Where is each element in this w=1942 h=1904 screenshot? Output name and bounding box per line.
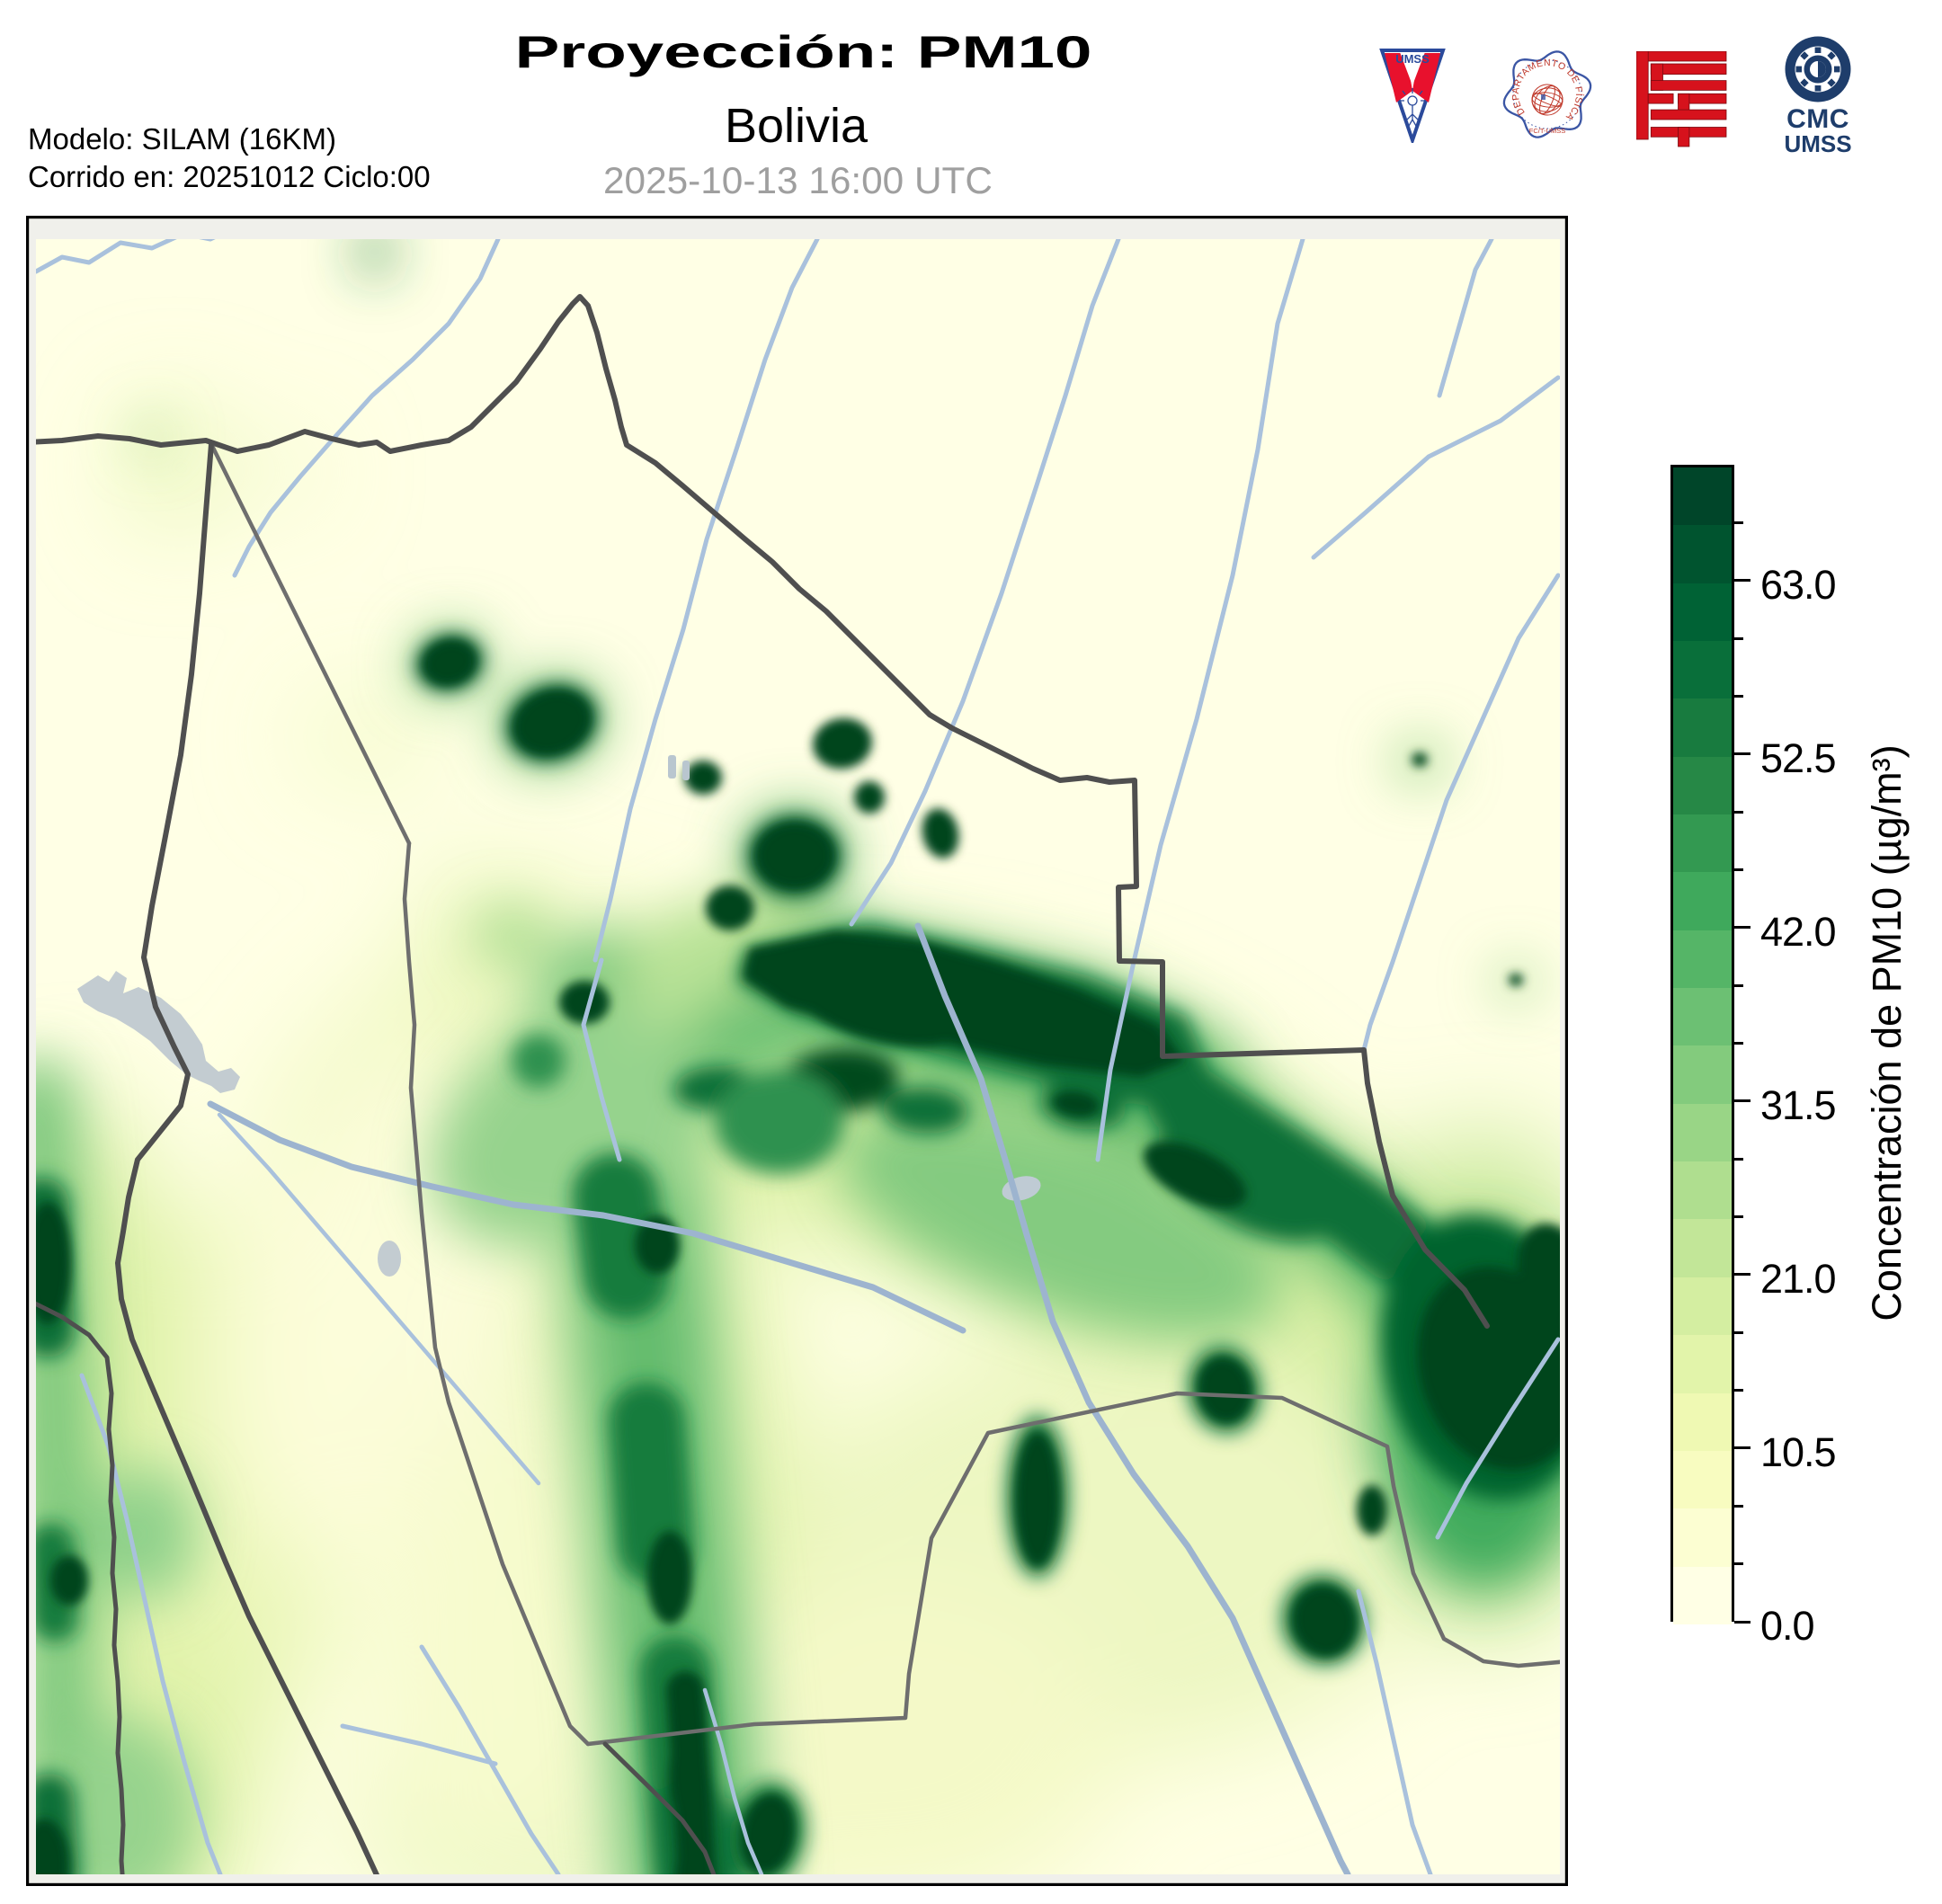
svg-text:FC/T-UMSS: FC/T-UMSS: [1529, 127, 1565, 135]
svg-text:CMC: CMC: [1786, 104, 1849, 134]
svg-text:UMSS: UMSS: [1395, 52, 1430, 66]
svg-text:UMSS: UMSS: [1784, 130, 1851, 157]
